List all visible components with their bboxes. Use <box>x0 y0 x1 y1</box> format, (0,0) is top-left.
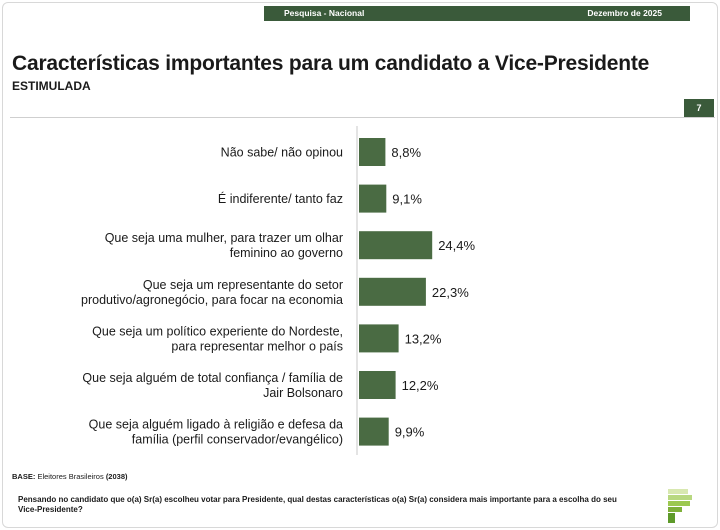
bar <box>359 184 387 213</box>
bar <box>359 277 426 306</box>
category-label: Que seja alguém de total confiança / fam… <box>82 371 343 385</box>
category-label: família (perfil conservador/evangélico) <box>132 433 343 447</box>
question-text: Pensando no candidato que o(a) Sr(a) esc… <box>18 495 617 514</box>
category-label: Que seja um representante do setor <box>143 278 343 292</box>
category-label: produtivo/agronegócio, para focar na eco… <box>81 293 343 307</box>
bar-chart: Não sabe/ não opinou 8,8% É indiferente/ t… <box>81 126 476 455</box>
base-text: Eleitores Brasileiros <box>37 472 104 481</box>
page-title: Características importantes para um cand… <box>12 52 650 75</box>
category-label: para representar melhor o país <box>171 339 343 353</box>
bar <box>359 417 389 446</box>
data-label: 9,9% <box>395 425 425 440</box>
base-count: (2038) <box>105 472 128 481</box>
page-subtitle: ESTIMULADA <box>12 79 91 93</box>
category-label: Jair Bolsonaro <box>263 386 343 400</box>
bar <box>359 138 386 166</box>
data-label: 8,8% <box>391 145 421 160</box>
brand-logo-icon <box>668 489 692 523</box>
bar <box>359 231 433 260</box>
category-label: Que seja alguém ligado à religião e defe… <box>89 418 343 432</box>
data-label: 12,2% <box>402 378 439 393</box>
base-label: BASE: <box>12 472 36 481</box>
category-label: Não sabe/ não opinou <box>221 146 343 160</box>
base-note: BASE: Eleitores Brasileiros (2038) <box>12 472 128 481</box>
bar <box>359 324 399 353</box>
data-label: 24,4% <box>438 238 475 253</box>
page-number: 7 <box>684 99 714 117</box>
data-label: 13,2% <box>405 331 442 346</box>
data-label: 9,1% <box>392 192 422 207</box>
data-label: 22,3% <box>432 285 469 300</box>
header-bar: Pesquisa - Nacional Dezembro de 2025 <box>264 6 690 21</box>
bar <box>359 371 396 399</box>
category-label: Que seja um político experiente do Norde… <box>92 324 343 338</box>
category-label: Que seja uma mulher, para trazer um olha… <box>105 231 343 245</box>
survey-label: Pesquisa - Nacional <box>284 8 365 18</box>
date-label: Dezembro de 2025 <box>587 8 662 18</box>
divider <box>10 117 715 118</box>
category-label: feminino ao governo <box>230 246 343 260</box>
category-label: É indiferente/ tanto faz <box>218 191 343 206</box>
